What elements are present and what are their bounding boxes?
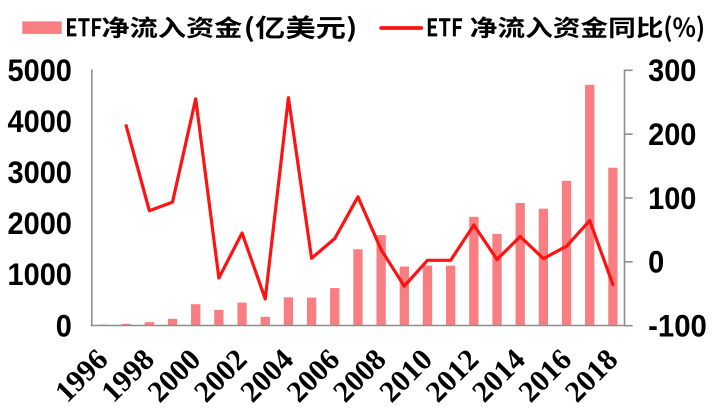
svg-text:2000: 2000 <box>8 206 72 241</box>
svg-text:0: 0 <box>648 245 664 280</box>
svg-text:0: 0 <box>56 308 72 343</box>
svg-text:5000: 5000 <box>8 53 72 88</box>
svg-text:4000: 4000 <box>8 104 72 139</box>
svg-text:300: 300 <box>648 53 696 88</box>
svg-text:3000: 3000 <box>8 155 72 190</box>
svg-text:-100: -100 <box>648 308 707 343</box>
svg-text:100: 100 <box>648 181 696 216</box>
svg-text:1000: 1000 <box>8 257 72 292</box>
svg-text:200: 200 <box>648 117 696 152</box>
